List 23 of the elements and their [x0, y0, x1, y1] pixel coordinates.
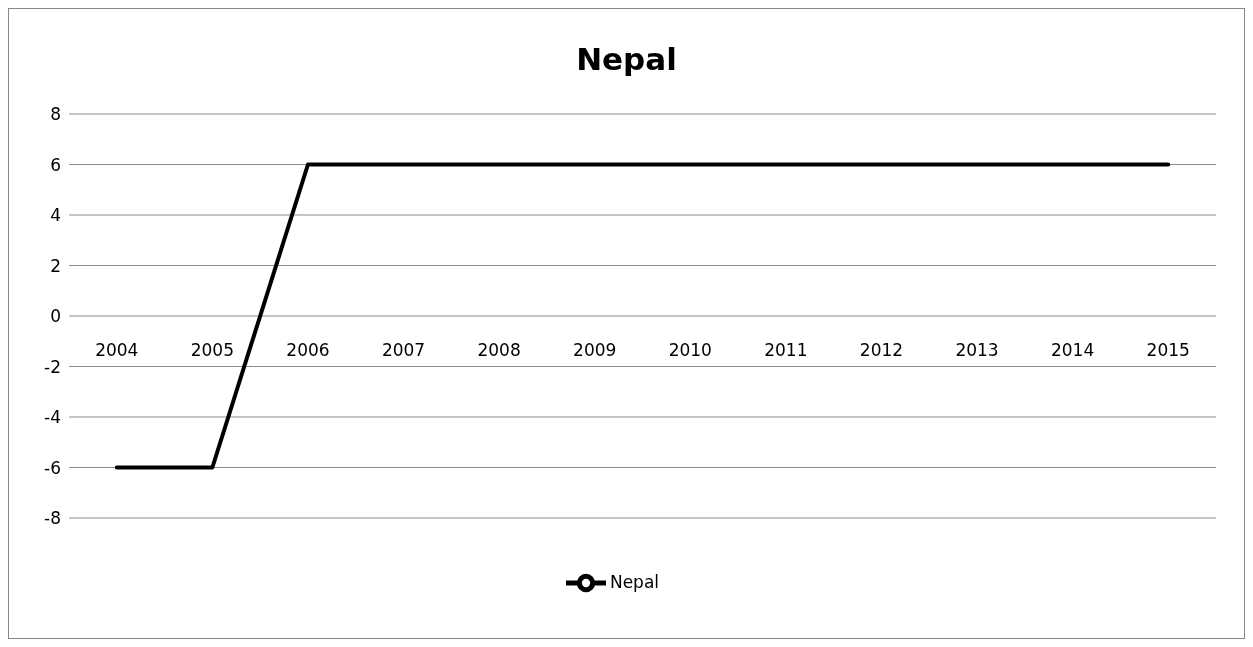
x-tick-label: 2013	[955, 339, 999, 360]
x-tick-label: 2015	[1146, 339, 1190, 360]
x-tick-label: 2010	[668, 339, 712, 360]
x-tick-label: 2009	[573, 339, 617, 360]
legend-label: Nepal	[609, 572, 660, 592]
y-tick-label: 0	[50, 306, 61, 327]
x-tick-label: 2006	[286, 339, 330, 360]
x-tick-label: 2005	[190, 339, 235, 360]
y-tick-label: -4	[44, 407, 61, 428]
y-tick-label: -6	[44, 457, 61, 478]
chart-title: Nepal	[575, 41, 678, 77]
x-tick-label: 2004	[95, 339, 139, 360]
x-tick-label: 2008	[477, 339, 521, 360]
x-tick-label: 2012	[859, 339, 904, 360]
y-tick-label: -8	[44, 508, 61, 529]
y-tick-label: 6	[50, 154, 61, 175]
y-tick-label: 2	[50, 255, 61, 276]
x-tick-label: 2014	[1050, 339, 1095, 360]
x-tick-label: 2007	[381, 339, 426, 360]
y-tick-label: 4	[50, 205, 61, 226]
x-tick-label: 2011	[764, 339, 808, 360]
y-tick-label: -2	[44, 356, 61, 377]
y-tick-label: 8	[50, 104, 61, 125]
